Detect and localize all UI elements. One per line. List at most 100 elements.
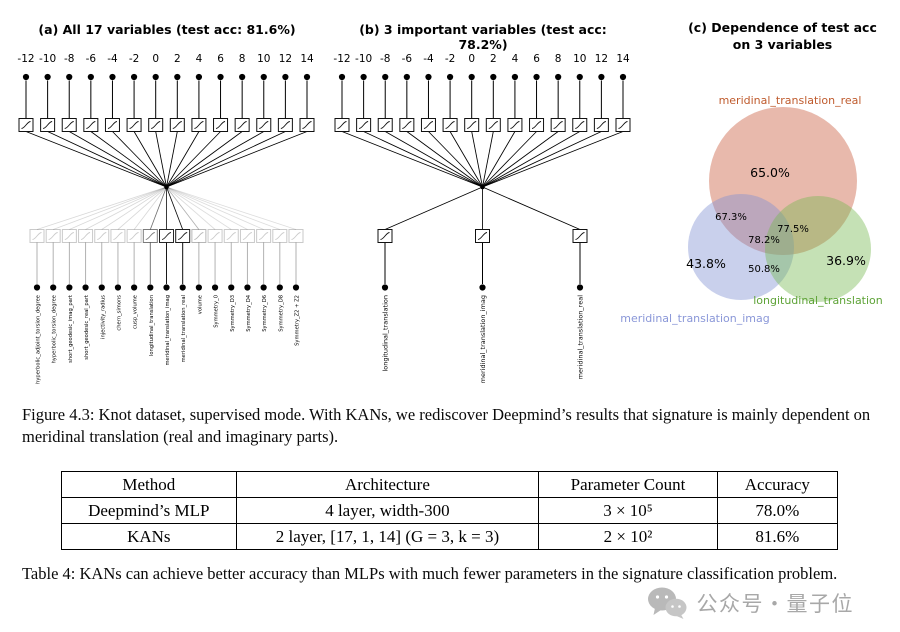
output-edge (112, 131, 167, 188)
activation-curve (237, 121, 247, 129)
input-edge (166, 186, 264, 230)
activation-curve (161, 232, 172, 240)
input-edge (133, 186, 167, 230)
output-edge (482, 131, 580, 188)
activation-curve (553, 121, 563, 129)
activation-curve (445, 121, 455, 129)
output-node-dot (425, 73, 432, 81)
activation-curve (575, 232, 585, 240)
input-node-dot (211, 284, 219, 291)
output-node-dot (109, 73, 116, 81)
output-tick-label: 10 (573, 53, 586, 65)
output-node-dot (360, 73, 367, 81)
table-row: KANs 2 layer, [17, 1, 14] (G = 3, k = 3) 2… (61, 523, 839, 550)
table-row: Deepmind’s MLP 4 layer, width-300 3 × 10⁵ 7… (61, 497, 839, 524)
activation-curve (358, 121, 369, 129)
output-node-dot (303, 73, 311, 81)
activation-curve (215, 121, 226, 129)
output-tick-label: -12 (17, 53, 34, 65)
kan-diagram-b: -12 -10 -8 -6 -4 -2 0 2 4 6 8 10 12 14 longitudinal_tr… (333, 53, 631, 383)
output-tick-label: 2 (490, 53, 497, 65)
activation-curve (477, 232, 488, 240)
input-label: Symmetry_D6 (262, 295, 268, 332)
output-edge (482, 131, 559, 188)
input-edge (166, 186, 184, 230)
activation-icon (191, 229, 207, 243)
input-node-dot (479, 284, 486, 291)
input-edge (482, 186, 581, 230)
activation-curve (194, 121, 204, 129)
input-node-dot (228, 284, 235, 291)
output-tick-label: -4 (423, 53, 434, 65)
output-node-dot (282, 73, 289, 81)
input-node-dot (576, 284, 584, 291)
input-edge (117, 186, 167, 230)
output-tick-label: 10 (257, 53, 270, 65)
activation-curve (618, 121, 628, 129)
wechat-icon (647, 587, 686, 619)
activation-icon (288, 229, 304, 243)
input-node-dot (131, 284, 138, 291)
venn-value: 77.5% (777, 224, 809, 235)
output-node-dot (217, 73, 224, 81)
input-label: Symmetry_D4 (246, 294, 252, 331)
input-edge (384, 186, 483, 230)
activation-curve (275, 232, 285, 240)
output-tick-label: -4 (107, 53, 118, 65)
activation-icon (94, 229, 110, 243)
table-header-row: Method Architecture Parameter Count Accurac… (61, 471, 839, 498)
output-edge (25, 131, 167, 188)
input-label: longitudinal_translation (149, 295, 155, 356)
input-edge (166, 186, 280, 230)
venn-circle (709, 107, 857, 255)
output-node-dot (403, 73, 410, 81)
output-edge (155, 131, 167, 188)
activation-icon (29, 229, 45, 243)
output-edge (47, 131, 167, 188)
input-label: longitudinal_translation (382, 295, 390, 372)
output-edge (428, 131, 483, 188)
output-node-dot (66, 73, 73, 81)
input-node-dot (276, 284, 283, 291)
activation-curve (510, 121, 520, 129)
input-node-dot (260, 284, 267, 291)
output-node-dot (239, 73, 246, 81)
input-node-dot (147, 284, 154, 291)
output-tick-label: 8 (239, 53, 246, 65)
activation-icon (256, 229, 272, 243)
activation-curve (210, 232, 220, 240)
input-label: meridinal_translation_real (181, 295, 187, 362)
activation-icon (272, 229, 288, 243)
output-tick-label: 14 (300, 53, 314, 65)
input-node-dot (179, 284, 186, 291)
input-edge (166, 186, 200, 230)
input-label: volume (197, 295, 203, 314)
output-edge (69, 131, 167, 188)
input-label: hyperbolic_torsion_degree (52, 295, 58, 364)
venn-set-label: meridinal_translation_imag (620, 312, 770, 325)
activation-curve (113, 232, 123, 240)
table-caption: Table 4: KANs can achieve better accurac… (22, 564, 838, 583)
output-edge (166, 131, 243, 188)
activation-curve (575, 121, 585, 129)
output-edge (166, 131, 308, 188)
output-tick-label: 12 (279, 53, 292, 65)
output-tick-label: 12 (595, 53, 608, 65)
watermark-text: 公众号・量子位 (696, 592, 854, 616)
table-cell: 3 × 10⁵ (538, 497, 718, 524)
output-edge (133, 131, 167, 188)
table-cell: Deepmind’s MLP (61, 497, 237, 524)
output-edge (363, 131, 483, 188)
output-node-dot (44, 73, 51, 81)
activation-curve (97, 232, 107, 240)
venn-circle (688, 194, 794, 300)
activation-curve (337, 121, 347, 129)
output-tick-label: 0 (152, 53, 159, 65)
output-tick-label: -8 (380, 53, 390, 65)
table-cell: 4 layer, width-300 (235, 497, 540, 524)
activation-curve (596, 121, 607, 129)
activation-curve (259, 232, 269, 240)
output-node-dot (22, 73, 30, 81)
activation-curve (291, 232, 301, 240)
